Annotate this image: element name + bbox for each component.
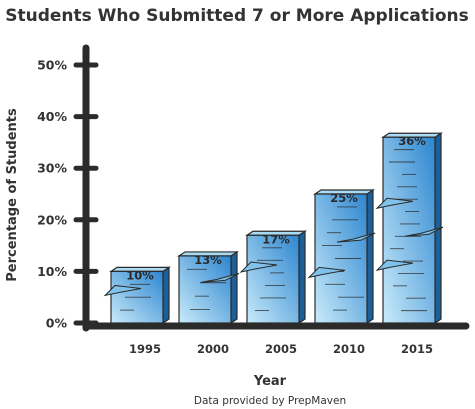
bar-paper-flap: [239, 261, 278, 273]
x-tick-label: 2005: [265, 342, 297, 356]
x-tick-label: 2000: [197, 342, 229, 356]
bars-group: 10% 13% 17% 25% 36%: [103, 132, 444, 325]
bar-side: [230, 250, 238, 325]
x-tick-label: 1995: [129, 342, 161, 356]
bar-front: [178, 255, 232, 324]
bar-paper-flap: [375, 259, 414, 272]
y-tick-label: 20%: [37, 212, 67, 227]
y-tick-label: 30%: [37, 161, 67, 176]
bar-2000: 13%: [177, 250, 240, 325]
bar-side: [366, 188, 374, 325]
bar-paper-flap: [200, 272, 240, 283]
bar-side: [298, 230, 306, 325]
bar-front: [382, 136, 436, 324]
bar-front: [246, 234, 300, 324]
source-note: Data provided by PrepMaven: [194, 395, 346, 407]
bar-paper-flap: [404, 226, 444, 237]
axes-group: [82, 44, 470, 332]
value-label: 10%: [126, 268, 154, 282]
x-labels-group: 1995 2000 2005 2010 2015: [129, 342, 433, 356]
bar-side: [162, 266, 170, 325]
value-label: 17%: [262, 232, 290, 246]
y-ticks-group: 0% 10% 20% 30% 40% 50%: [37, 58, 99, 331]
bar-2015: 36%: [375, 132, 444, 325]
y-axis-title: Percentage of Students: [5, 108, 20, 282]
bar-2005: 17%: [239, 230, 307, 325]
y-tick-label: 10%: [37, 264, 67, 279]
x-axis-title: Year: [253, 374, 287, 389]
value-label: 36%: [398, 134, 426, 148]
bar-2010: 25%: [307, 188, 376, 325]
y-tick-label: 0%: [46, 316, 68, 331]
y-tick-label: 50%: [37, 58, 67, 73]
chart-title: Students Who Submitted 7 or More Applica…: [5, 6, 469, 26]
bar-paper-flap: [375, 197, 414, 210]
bar-1995: 10%: [103, 266, 171, 325]
x-tick-label: 2010: [333, 342, 365, 356]
bar-paper-flap: [103, 284, 142, 297]
bar-paper-flap: [336, 232, 376, 243]
value-label: 25%: [330, 191, 358, 205]
bar-paper-flap: [307, 266, 346, 279]
y-tick-label: 40%: [37, 109, 67, 124]
x-tick-label: 2015: [401, 342, 433, 356]
value-label: 13%: [194, 253, 222, 267]
